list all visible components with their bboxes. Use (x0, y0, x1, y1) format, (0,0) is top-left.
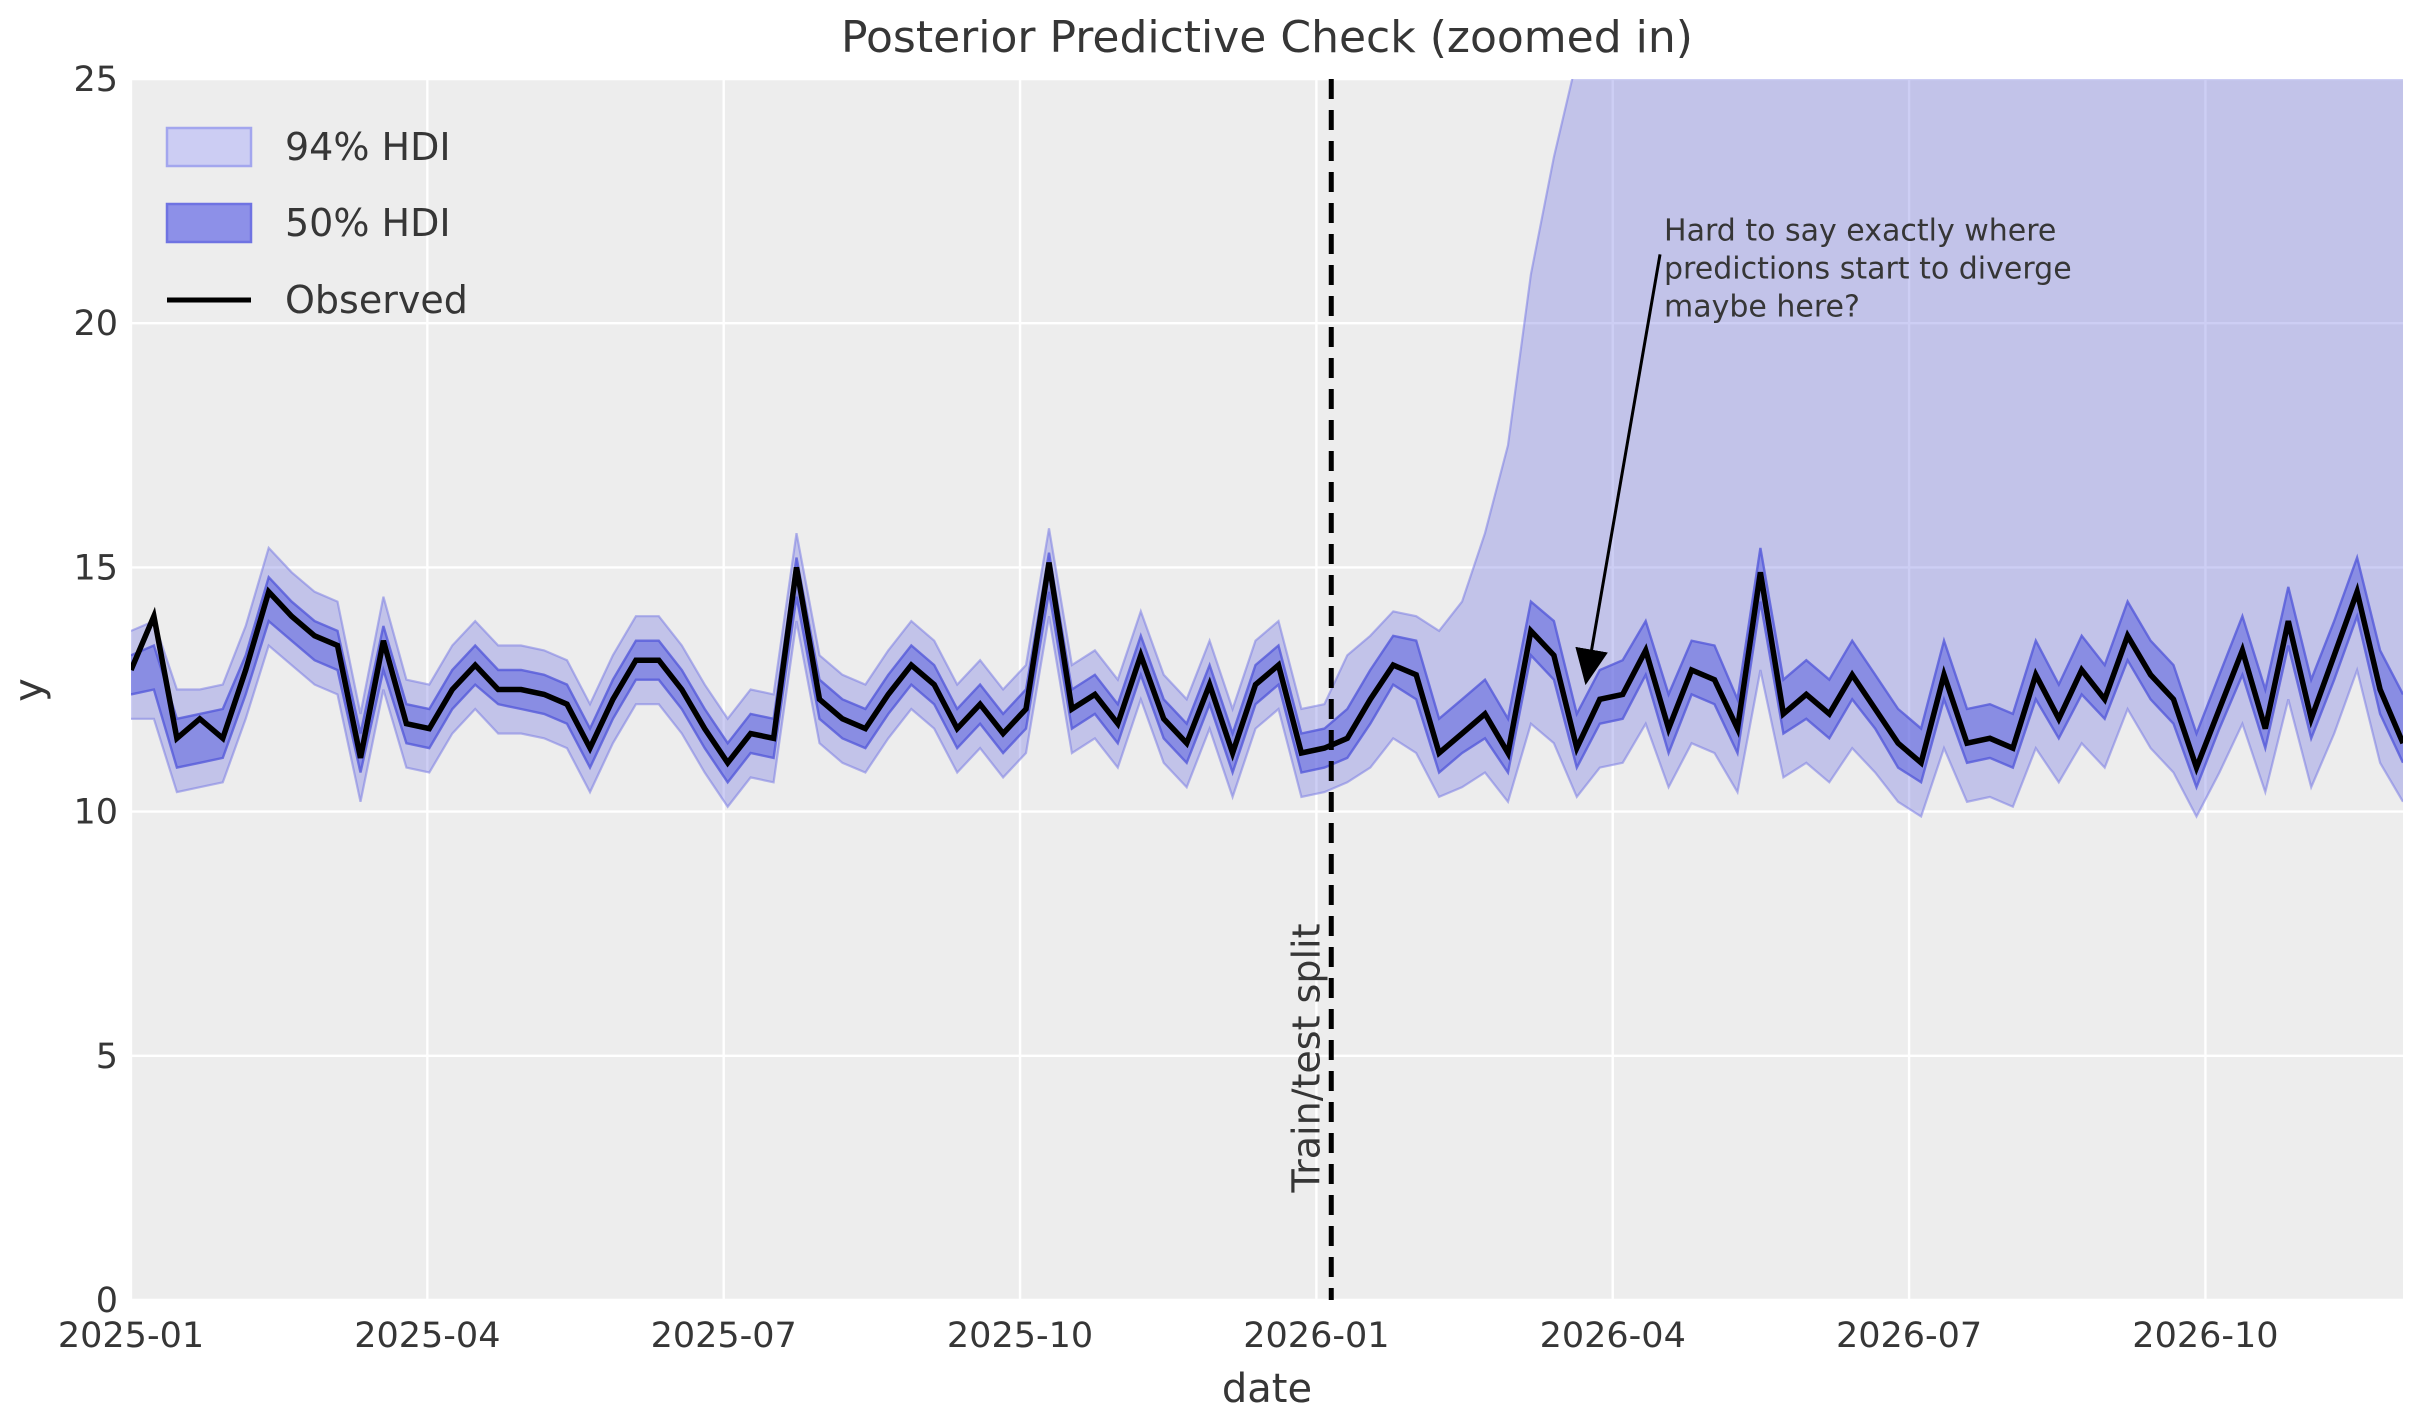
x-tick-label: 2026-01 (1243, 1316, 1389, 1356)
hdi94-fill (131, 79, 2403, 817)
x-tick-label: 2025-07 (651, 1316, 797, 1356)
observed-line (131, 562, 2403, 776)
y-tick-label: 0 (96, 1281, 118, 1321)
y-tick-label: 15 (73, 548, 118, 588)
legend-label: 94% HDI (285, 125, 451, 169)
y-axis-label: y (6, 678, 52, 702)
x-tick-label: 2025-01 (58, 1316, 204, 1356)
y-tick-label: 25 (73, 60, 118, 100)
x-tick-label: 2025-04 (354, 1316, 500, 1356)
y-tick-label: 20 (73, 304, 118, 344)
y-tick-label: 5 (96, 1037, 118, 1077)
y-tick-label: 10 (73, 793, 118, 833)
hdi94-edge (131, 616, 2403, 819)
legend-swatch (165, 126, 253, 168)
annotation-arrow (1575, 254, 1662, 686)
hdi50-edge (131, 547, 2403, 746)
x-tick-label: 2025-10 (947, 1316, 1093, 1356)
chart-title: Posterior Predictive Check (zoomed in) (841, 12, 1693, 63)
legend-label: 50% HDI (285, 201, 451, 245)
legend: 94% HDI 50% HDI Observed (165, 125, 468, 322)
hdi50-band (131, 547, 2403, 791)
train-test-split-label: Train/test split (1284, 924, 1328, 1194)
legend-item-50hdi: 50% HDI (165, 201, 451, 245)
legend-label: Observed (285, 278, 468, 322)
legend-swatch (165, 202, 253, 244)
x-tick-label: 2026-10 (2132, 1316, 2278, 1356)
hdi94-edge (131, 79, 1574, 721)
x-axis-label: date (1222, 1366, 1312, 1412)
annotation-text-line: Hard to say exactly where (1664, 213, 2056, 248)
annotation-text-line: predictions start to diverge (1664, 251, 2072, 286)
hdi94-band (131, 79, 2403, 819)
x-tick-label: 2026-07 (1836, 1316, 1982, 1356)
x-tick-label: 2026-04 (1540, 1316, 1686, 1356)
annotation-text-line: maybe here? (1664, 289, 1860, 324)
hdi50-edge (131, 591, 2403, 791)
legend-item-94hdi: 94% HDI (165, 125, 451, 169)
observed-line-group (131, 562, 2403, 776)
legend-item-observed: Observed (167, 278, 468, 322)
